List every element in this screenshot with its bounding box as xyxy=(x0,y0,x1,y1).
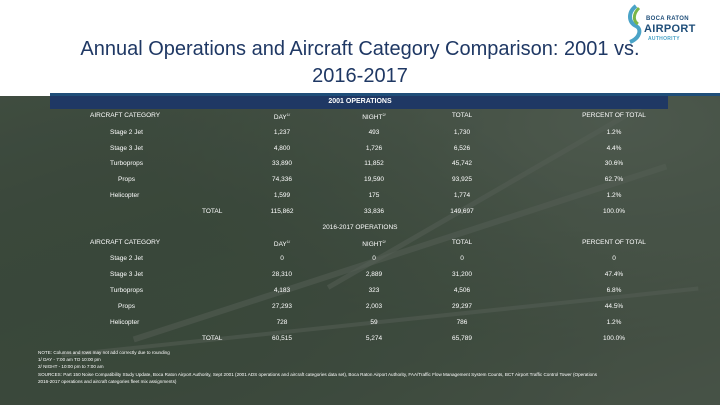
header-rule xyxy=(50,93,720,96)
logo-line3: AUTHORITY xyxy=(648,36,680,42)
table-overlay xyxy=(0,96,720,405)
header xyxy=(0,0,720,96)
column-header-night: NIGHT2/ xyxy=(362,112,386,122)
column-header-total: TOTAL xyxy=(451,112,473,119)
page-title: Annual Operations and Aircraft Category … xyxy=(40,36,680,90)
column-header-percent: PERCENT OF TOTAL xyxy=(582,112,646,119)
footnotes: NOTE: Columns and rows may not add corre… xyxy=(38,349,718,385)
logo-line2: AIRPORT xyxy=(644,23,696,35)
footnote: 1/ DAY - 7:00 am TO 10:00 pm xyxy=(38,357,101,363)
column-header-night: NIGHT2/ xyxy=(362,239,386,249)
section-bar-2001 xyxy=(50,96,668,109)
column-header-total: TOTAL xyxy=(451,239,473,246)
page-title-line1: Annual Operations and Aircraft Category … xyxy=(80,38,640,60)
column-header-percent: PERCENT OF TOTAL xyxy=(582,239,646,246)
airport-logo: BOCA RATON AIRPORT AUTHORITY xyxy=(624,4,716,44)
column-header-category: AIRCRAFT CATEGORY xyxy=(90,112,161,119)
footnote: NOTE: Columns and rows may not add corre… xyxy=(38,350,170,355)
footnote: 2016-2017 operations and aircraft catego… xyxy=(38,378,177,384)
column-header-day: DAY1/ xyxy=(273,112,291,122)
section-title-2001: 2001 OPERATIONS xyxy=(328,98,392,105)
column-header-category: AIRCRAFT CATEGORY xyxy=(90,239,161,246)
section-title-2016: 2016-2017 OPERATIONS xyxy=(322,224,398,231)
column-header-day: DAY1/ xyxy=(273,239,291,249)
page-title-line2: 2016-2017 xyxy=(312,65,408,87)
logo-swoosh-icon xyxy=(628,4,642,44)
footnote: SOURCES: Part 150 Noise Compatibility St… xyxy=(38,371,597,377)
logo-line1: BOCA RATON xyxy=(646,16,689,22)
footnote: 2/ NIGHT - 10:00 pm to 7:00 am xyxy=(38,364,104,370)
